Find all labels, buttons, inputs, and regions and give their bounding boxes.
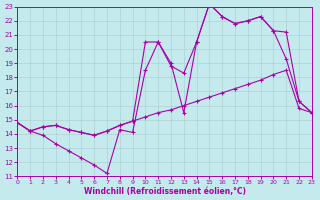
X-axis label: Windchill (Refroidissement éolien,°C): Windchill (Refroidissement éolien,°C) xyxy=(84,187,245,196)
